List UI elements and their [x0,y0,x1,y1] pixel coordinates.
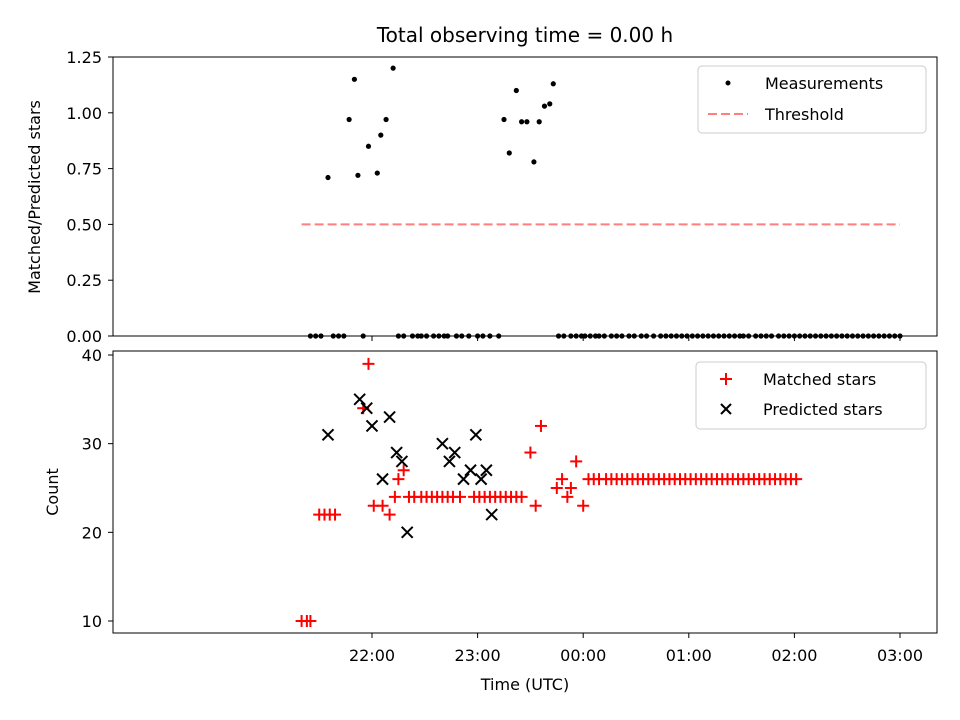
predicted-star-point [400,526,414,539]
predicted-star-point [457,472,470,486]
top-y-tick-label: 0.75 [66,160,102,179]
top-y-tick-labels: 0.00 0.25 0.50 0.75 1.00 1.25 [66,48,901,346]
measurement-point [355,172,361,178]
matched-star-point [376,499,389,512]
matched-star-point [524,446,537,459]
predicted-star-point [376,472,389,486]
measurement-point [513,87,519,94]
legend-predicted-label: Predicted stars [763,400,883,419]
count-points [295,357,803,627]
matched-star-point [564,482,577,494]
matched-star-point [304,615,317,627]
predicted-star-point [390,446,403,459]
matched-star-point [577,499,590,512]
measurement-point [383,116,389,123]
bottom-y-tick-label: 30 [82,435,102,454]
matched-star-point [388,490,401,503]
matched-star-point [534,419,547,432]
top-legend: Measurements Threshold [697,65,927,134]
measurement-point [365,143,372,149]
chart-title: Total observing time = 0.00 h [376,23,673,47]
bottom-y-tick-label: 10 [82,612,102,631]
x-tick-label: 00:00 [560,646,606,665]
matched-star-point [397,464,410,477]
measurement-point [346,116,352,123]
x-tick-label: 03:00 [877,646,923,665]
measurement-point [501,116,507,123]
measurement-point [536,119,542,125]
top-legend-box [697,65,927,134]
predicted-star-point [365,419,379,433]
top-axes-frame [112,56,938,337]
measurements-panel: Total observing time = 0.00 h 0.000.250.… [25,23,938,346]
top-y-tick-label: 1.00 [66,104,102,123]
matched-star-point [790,473,803,486]
matched-star-point [550,482,563,494]
matched-star-point [362,357,375,370]
measurement-point [378,132,384,138]
predicted-star-point [448,446,461,459]
predicted-star-point [360,401,373,415]
top-y-tick-label: 0.00 [66,327,102,346]
predicted-star-point [474,472,488,486]
bottom-y-tick-label: 40 [82,346,102,365]
top-y-tick-label: 0.25 [66,271,102,290]
bottom-legend-box [695,361,927,430]
predicted-star-point [485,508,498,521]
x-tick-label: 22:00 [349,646,395,665]
measurement-point [325,174,331,181]
measurement-point [351,76,357,82]
matched-star-point [392,473,405,486]
top-y-tick-label: 0.50 [66,215,102,234]
matched-star-point [515,490,528,503]
legend-measurements-marker [725,80,731,86]
top-y-axis-label: Matched/Predicted stars [25,100,44,294]
legend-matched-label: Matched stars [763,370,876,389]
matched-star-point [329,508,342,521]
matched-star-point [383,508,396,521]
matched-star-point [570,455,583,468]
bottom-y-axis-label: Count [43,468,62,516]
top-y-tick-label: 1.25 [66,48,102,67]
legend-predicted-marker [720,403,732,415]
measurement-point [531,159,537,165]
measurement-point [374,170,380,176]
matched-star-point [556,473,569,486]
predicted-star-point [464,464,477,477]
x-tick-label: 01:00 [666,646,712,665]
predicted-star-point [436,437,449,450]
bottom-y-tick-labels: 10 20 30 40 [82,346,113,631]
x-tick-label: 02:00 [771,646,817,665]
x-axis-label: Time (UTC) [480,675,569,694]
measurement-point [541,103,548,109]
predicted-star-point [395,455,409,468]
measurement-point [547,101,553,107]
predicted-star-point [321,428,335,442]
predicted-star-point [353,393,366,406]
predicted-star-point [469,428,483,442]
matched-star-point [561,490,574,503]
predicted-star-point [443,455,456,468]
measurement-point [524,119,530,125]
legend-threshold-label: Threshold [764,105,844,124]
bottom-axes-frame [112,350,938,634]
x-tick-labels: 22:00 23:00 00:00 01:00 02:00 03:00 [349,633,923,665]
predicted-star-point [480,464,493,477]
counts-panel: 10 20 30 40 Count 22:00 23:00 00:00 01:00 02:00… [43,346,938,694]
measurement-point [519,119,525,125]
measurement-point [550,81,556,87]
measurement-point [390,65,396,71]
bottom-legend: Matched stars Predicted stars [695,361,927,430]
matched-star-point [454,490,466,503]
measurement-point [506,150,512,156]
bottom-y-tick-label: 20 [82,523,102,542]
legend-matched-marker [720,373,732,385]
predicted-star-point [383,410,396,424]
legend-measurements-label: Measurements [765,74,883,93]
matched-star-point [529,499,542,512]
x-tick-label: 23:00 [455,646,501,665]
